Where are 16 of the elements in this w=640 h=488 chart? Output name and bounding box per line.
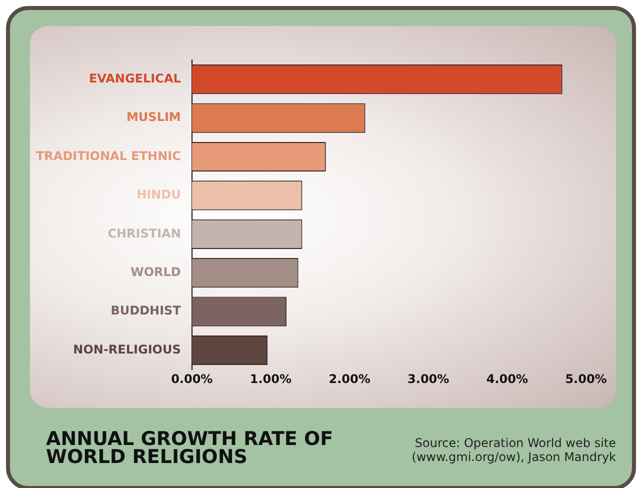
source-note: Source: Operation World web site (www.gmi.org/ow), Jason Mandryk (410, 436, 616, 464)
y-tick-label: NON-RELIGIOUS (73, 342, 181, 356)
x-tick-label: 1.00% (250, 372, 292, 386)
x-tick-label: 0.00% (171, 372, 213, 386)
y-tick-label: BUDDHIST (110, 304, 182, 318)
x-tick-label: 3.00% (408, 372, 450, 386)
y-tick-label: TRADITIONAL ETHNIC (36, 148, 182, 163)
x-tick-label: 5.00% (565, 372, 607, 386)
x-tick-label: 2.00% (328, 372, 370, 386)
x-tick-label: 4.00% (486, 372, 528, 386)
y-tick-label: MUSLIM (126, 110, 181, 124)
y-tick-label: CHRISTIAN (108, 226, 181, 240)
y-tick-label: WORLD (130, 264, 181, 279)
y-tick-label: HINDU (136, 188, 181, 202)
text: ANNUAL GROWTH RATE OF WORLD RELIGIONS (46, 428, 334, 468)
y-tick-label: EVANGELICAL (88, 71, 182, 86)
